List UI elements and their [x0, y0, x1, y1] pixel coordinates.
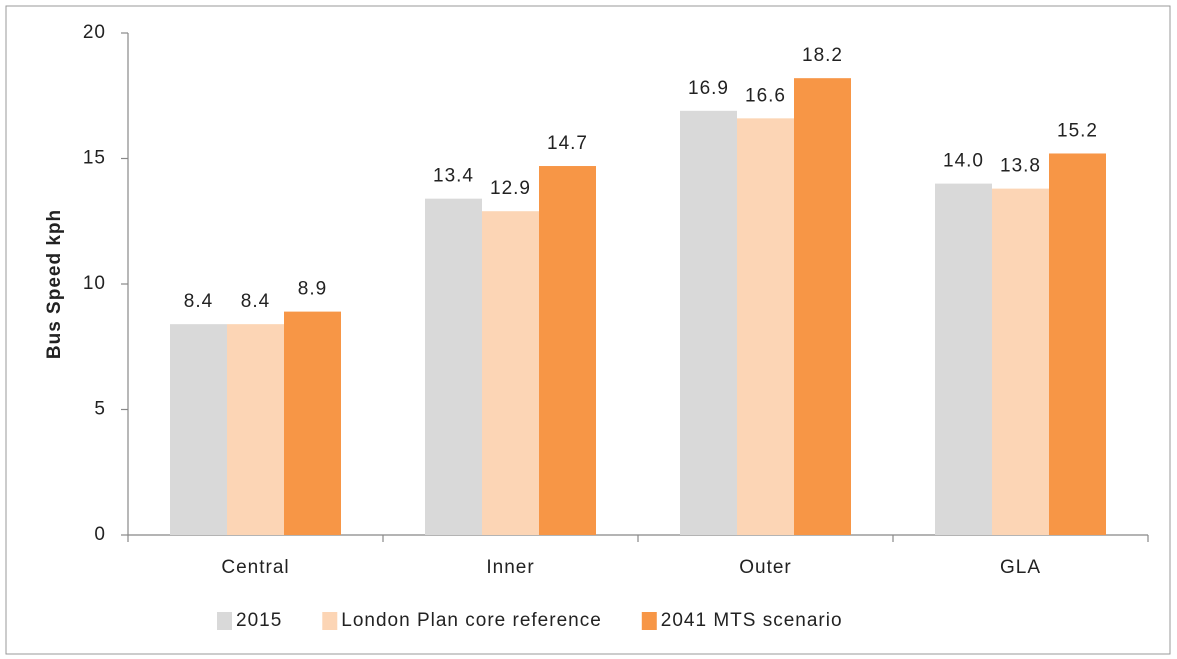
legend-swatch: [641, 612, 657, 630]
data-label: 16.6: [745, 85, 786, 106]
y-tick-label: 5: [94, 399, 106, 420]
y-tick-label: 15: [83, 148, 106, 169]
bar: [170, 324, 227, 535]
bar: [794, 78, 851, 536]
legend-swatch: [322, 612, 338, 630]
data-label: 8.4: [184, 291, 213, 312]
x-tick-label: Central: [221, 557, 289, 578]
legend-label: London Plan core reference: [341, 610, 602, 631]
y-tick-label: 10: [83, 273, 106, 294]
data-label: 15.2: [1057, 120, 1098, 141]
bar: [1049, 153, 1106, 536]
bar: [680, 110, 737, 535]
bar: [737, 118, 794, 535]
data-label: 8.4: [241, 291, 270, 312]
data-label: 14.0: [943, 151, 984, 172]
bar: [539, 166, 596, 535]
bar: [227, 324, 284, 535]
data-label: 13.4: [433, 166, 474, 187]
legend-swatch: [217, 612, 232, 630]
data-label: 12.9: [490, 178, 531, 199]
y-tick-label: 20: [83, 22, 106, 43]
x-tick-label: GLA: [1000, 557, 1041, 578]
y-tick-label: 0: [94, 524, 106, 545]
x-tick-label: Outer: [739, 557, 792, 578]
bar: [482, 211, 539, 535]
data-label: 13.8: [1000, 156, 1041, 177]
bar: [992, 188, 1049, 535]
data-label: 8.9: [298, 279, 327, 300]
bar: [425, 198, 482, 535]
legend-label: 2041 MTS scenario: [661, 610, 843, 631]
data-label: 16.9: [688, 78, 729, 99]
data-label: 18.2: [802, 45, 843, 66]
bar: [935, 183, 992, 535]
legend-label: 2015: [236, 610, 282, 631]
bar: [284, 311, 341, 535]
x-tick-label: Inner: [486, 557, 534, 578]
y-axis-label: Bus Speed kph: [44, 209, 65, 359]
data-label: 14.7: [547, 133, 588, 154]
